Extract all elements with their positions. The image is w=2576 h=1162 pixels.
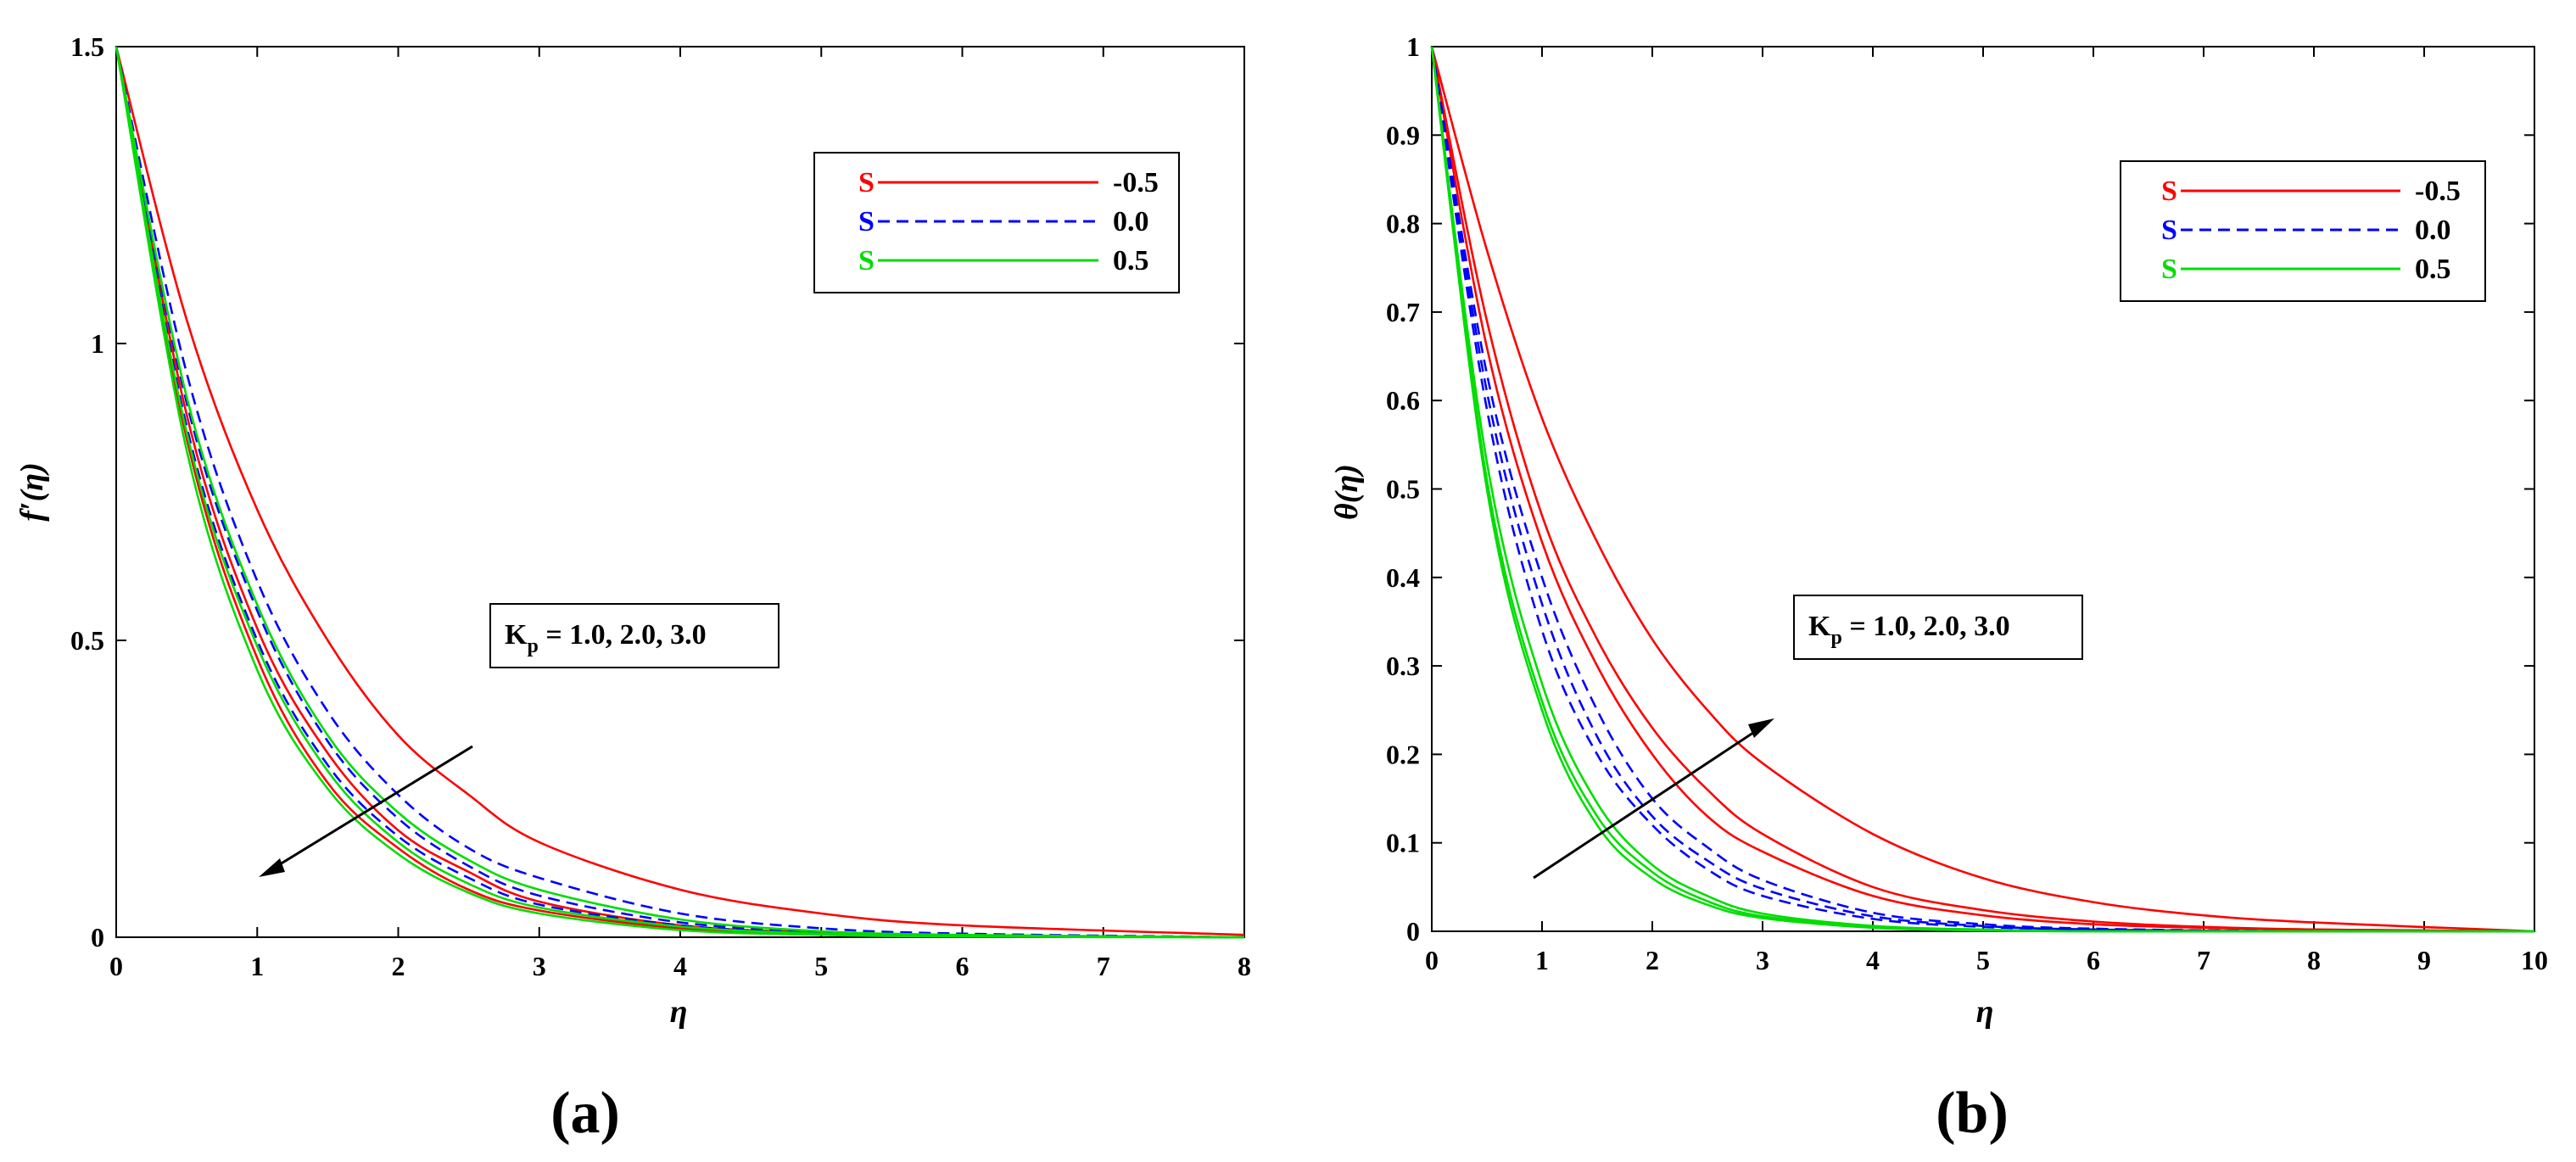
x-tick-label: 1 (250, 951, 264, 981)
annotation-text-b: Kp = 1.0, 2.0, 3.0 (1808, 611, 2010, 649)
y-tick-label: 0.3 (1386, 651, 1420, 681)
legend-value-b-2: 0.5 (2415, 254, 2451, 285)
y-tick-label: 0 (91, 922, 104, 953)
chart-panel-b: 0 1 2 3 4 5 6 7 8 9 10 0 0.1 0.2 0.3 0.4 0.5 0.6 0.7 0.8 0.… (1329, 31, 2548, 1146)
y-tick-label: 0.9 (1386, 120, 1420, 150)
x-tick-label: 0 (109, 951, 123, 981)
x-tick-label: 8 (1238, 951, 1251, 981)
series-line-S0.5-Kp1.0 (115, 46, 1245, 939)
annotation-text-a: Kp = 1.0, 2.0, 3.0 (505, 619, 707, 657)
y-tick-label: 1 (91, 328, 104, 359)
annotation-arrow-b (1533, 721, 1769, 880)
y-axis-label-b: θ(η) (1329, 464, 1365, 520)
legend-b: S -0.5 S 0.0 S 0.5 (2120, 160, 2486, 302)
x-tick-label: 0 (1425, 945, 1439, 975)
series-line-S-0.5-Kp2.0 (1430, 46, 2535, 933)
panel-label-a: (a) (550, 1081, 620, 1146)
x-tick-label: 5 (814, 951, 828, 981)
series-lines-a (115, 46, 1245, 939)
x-tick-label: 2 (1646, 945, 1659, 975)
x-tick-label: 4 (1866, 945, 1880, 975)
series-line-S0.0-Kp2.0 (1430, 46, 2535, 933)
y-tick-label: 1.5 (70, 31, 104, 62)
annotation-a: Kp = 1.0, 2.0, 3.0 (259, 603, 780, 877)
legend-value-b-0: -0.5 (2415, 176, 2461, 207)
x-axis-label-a: η (670, 994, 688, 1030)
annotation-arrow-a (264, 745, 473, 875)
y-tick-label: 0.5 (70, 625, 104, 656)
legend-value-a-1: 0.0 (1113, 206, 1149, 237)
legend-symbol-a-0: S (858, 167, 874, 198)
y-axis-label-a: f′(η) (14, 462, 50, 522)
series-line-S-0.5-Kp3.0 (1430, 46, 2535, 933)
series-line-S0.0-Kp2.0 (115, 46, 1245, 939)
annotation-arrowhead-a (259, 858, 285, 877)
y-tick-label: 0.4 (1386, 562, 1420, 593)
x-tick-label: 3 (533, 951, 546, 981)
legend-value-b-1: 0.0 (2415, 215, 2451, 246)
legend-symbol-a-2: S (858, 245, 874, 277)
y-tick-label: 0.8 (1386, 209, 1420, 239)
legend-symbol-b-1: S (2161, 215, 2177, 246)
series-lines-b (1430, 46, 2535, 933)
annotation-box-a (489, 603, 780, 668)
x-tick-label: 9 (2417, 945, 2431, 975)
series-line-S0.5-Kp3.0 (1430, 46, 2534, 933)
annotation-arrowhead-b (1748, 718, 1774, 738)
annotation-b: Kp = 1.0, 2.0, 3.0 (1533, 595, 2083, 880)
x-tick-label: 7 (1097, 951, 1110, 981)
series-line-S0.5-Kp3.0 (115, 46, 1245, 939)
y-tick-label: 0.7 (1386, 297, 1420, 327)
legend-symbol-b-2: S (2161, 254, 2177, 285)
x-axis-label-b: η (1976, 994, 1994, 1030)
series-line-S-0.5-Kp1.0 (115, 46, 1245, 936)
y-tick-label: 1 (1406, 31, 1420, 62)
legend-a: S -0.5 S 0.0 S 0.5 (813, 152, 1180, 293)
legend-value-a-0: -0.5 (1113, 167, 1159, 198)
x-tick-label: 3 (1756, 945, 1769, 975)
legend-symbol-b-0: S (2161, 176, 2177, 207)
x-tick-label: 8 (2307, 945, 2321, 975)
y-tick-label: 0.2 (1386, 739, 1420, 769)
x-tick-labels-b: 0 1 2 3 4 5 6 7 8 9 10 (1425, 47, 2548, 975)
y-tick-labels-b: 0 0.1 0.2 0.3 0.4 0.5 0.6 0.7 0.8 0.9 1 (1386, 31, 2534, 947)
legend-symbol-a-1: S (858, 206, 874, 237)
x-tick-label: 1 (1535, 945, 1549, 975)
y-tick-label: 0 (1406, 916, 1420, 947)
legend-value-a-2: 0.5 (1113, 245, 1149, 277)
annotation-box-b (1793, 595, 2083, 660)
x-tick-label: 7 (2197, 945, 2210, 975)
series-line-S0.0-Kp3.0 (115, 46, 1245, 939)
y-tick-label: 0.1 (1386, 828, 1420, 858)
x-tick-label: 5 (1976, 945, 1990, 975)
panel-label-b: (b) (1936, 1081, 2009, 1146)
x-tick-label: 4 (673, 951, 687, 981)
series-line-S0.0-Kp1.0 (115, 46, 1245, 939)
chart-panel-a: 0 1 2 3 4 5 6 7 8 0 0.5 1 1.5 η f′(η) S -0.5 S 0.0 … (14, 31, 1251, 1146)
x-tick-label: 2 (392, 951, 405, 981)
x-tick-label: 6 (956, 951, 969, 981)
x-tick-label: 10 (2521, 945, 2548, 975)
x-tick-label: 6 (2087, 945, 2100, 975)
y-tick-label: 0.5 (1386, 474, 1420, 505)
y-tick-label: 0.6 (1386, 385, 1420, 416)
series-line-S0.0-Kp3.0 (1430, 46, 2535, 933)
